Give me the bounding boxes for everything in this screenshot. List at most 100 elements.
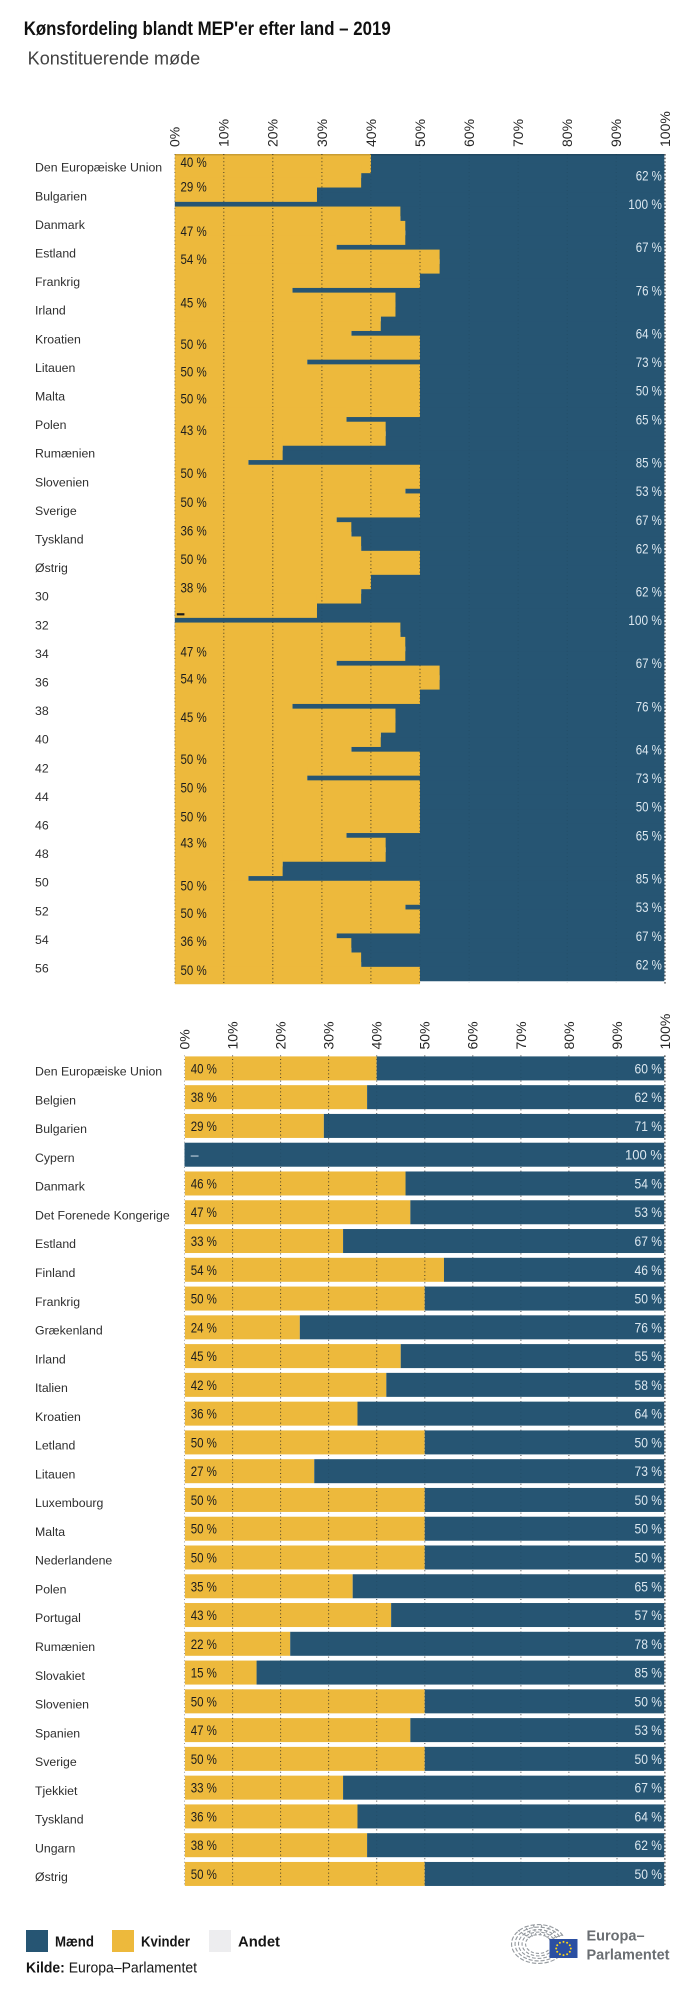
svg-text:30: 30 <box>35 590 49 604</box>
svg-text:60 %: 60 % <box>635 1060 663 1076</box>
svg-text:67 %: 67 % <box>635 1780 663 1796</box>
svg-text:Den Europæiske Union: Den Europæiske Union <box>35 1065 162 1079</box>
svg-text:45 %: 45 % <box>181 295 207 311</box>
svg-text:50 %: 50 % <box>191 1866 217 1882</box>
svg-text:Luxembourg: Luxembourg <box>35 1496 104 1510</box>
svg-text:–: – <box>191 1147 199 1163</box>
svg-text:54 %: 54 % <box>181 671 207 687</box>
svg-text:36 %: 36 % <box>181 933 207 949</box>
svg-text:76 %: 76 % <box>636 698 662 714</box>
svg-text:71 %: 71 % <box>635 1118 663 1134</box>
svg-text:Cypern: Cypern <box>35 1151 75 1165</box>
svg-text:Rumænien: Rumænien <box>35 1640 95 1654</box>
svg-text:46 %: 46 % <box>635 1262 663 1278</box>
svg-text:65 %: 65 % <box>635 1578 663 1594</box>
svg-text:Danmark: Danmark <box>35 1180 86 1194</box>
svg-text:67 %: 67 % <box>636 655 662 671</box>
svg-text:Estland: Estland <box>35 247 76 261</box>
svg-text:Kroatien: Kroatien <box>35 1410 81 1424</box>
svg-text:53 %: 53 % <box>635 1722 663 1738</box>
svg-text:Letland: Letland <box>35 1439 76 1453</box>
svg-text:50 %: 50 % <box>191 1550 217 1566</box>
svg-text:Danmark: Danmark <box>35 218 86 232</box>
svg-text:76 %: 76 % <box>636 282 662 298</box>
svg-text:54 %: 54 % <box>181 251 207 267</box>
svg-text:Rumænien: Rumænien <box>35 447 95 461</box>
svg-text:36 %: 36 % <box>181 523 207 539</box>
svg-text:50 %: 50 % <box>181 878 207 894</box>
svg-text:64 %: 64 % <box>635 1808 663 1824</box>
svg-text:40 %: 40 % <box>191 1060 217 1076</box>
svg-text:Sverige: Sverige <box>35 1755 77 1769</box>
svg-text:44: 44 <box>35 790 49 804</box>
svg-text:67 %: 67 % <box>635 1233 663 1249</box>
svg-text:73 %: 73 % <box>636 770 662 786</box>
svg-text:20%: 20% <box>273 1021 289 1049</box>
svg-text:53 %: 53 % <box>636 483 662 499</box>
svg-text:33 %: 33 % <box>191 1233 217 1249</box>
svg-text:Østrig: Østrig <box>35 561 68 575</box>
svg-text:36: 36 <box>35 676 49 690</box>
svg-text:53 %: 53 % <box>636 899 662 915</box>
svg-text:50: 50 <box>35 876 49 890</box>
svg-text:45 %: 45 % <box>191 1348 217 1364</box>
svg-text:100%: 100% <box>657 111 673 147</box>
svg-text:Slovenien: Slovenien <box>35 1698 89 1712</box>
svg-text:40: 40 <box>35 733 49 747</box>
svg-text:50 %: 50 % <box>181 465 207 481</box>
svg-text:50 %: 50 % <box>635 1291 663 1307</box>
svg-text:62 %: 62 % <box>636 584 662 600</box>
svg-text:Mænd: Mænd <box>55 1934 94 1951</box>
svg-text:60%: 60% <box>461 119 477 147</box>
svg-text:54 %: 54 % <box>191 1262 217 1278</box>
svg-text:Bulgarien: Bulgarien <box>35 1122 87 1136</box>
svg-text:85 %: 85 % <box>636 454 662 470</box>
svg-text:50%: 50% <box>417 1021 433 1049</box>
svg-text:Konstituerende møde: Konstituerende møde <box>28 49 201 69</box>
svg-text:27 %: 27 % <box>191 1463 217 1479</box>
svg-text:100 %: 100 % <box>625 1147 662 1163</box>
svg-text:47 %: 47 % <box>181 223 207 239</box>
svg-text:58 %: 58 % <box>635 1377 663 1393</box>
svg-text:43 %: 43 % <box>181 835 207 851</box>
svg-text:10%: 10% <box>225 1021 241 1049</box>
svg-text:62 %: 62 % <box>635 1837 663 1853</box>
svg-text:50 %: 50 % <box>191 1751 217 1767</box>
svg-text:20%: 20% <box>265 119 281 147</box>
svg-text:Ungarn: Ungarn <box>35 1841 75 1855</box>
svg-text:Kvinder: Kvinder <box>141 1934 190 1951</box>
svg-text:29 %: 29 % <box>181 178 207 194</box>
svg-text:30%: 30% <box>321 1021 337 1049</box>
svg-text:73 %: 73 % <box>635 1463 663 1479</box>
svg-text:Malta: Malta <box>35 1525 65 1539</box>
svg-text:Litauen: Litauen <box>35 361 76 375</box>
svg-text:50 %: 50 % <box>635 1693 663 1709</box>
svg-text:62 %: 62 % <box>636 957 662 973</box>
svg-text:62 %: 62 % <box>636 541 662 557</box>
svg-text:Frankrig: Frankrig <box>35 1295 80 1309</box>
svg-text:Nederlandene: Nederlandene <box>35 1554 112 1568</box>
svg-text:Parlamentet: Parlamentet <box>587 1948 670 1964</box>
svg-text:34: 34 <box>35 647 49 661</box>
svg-text:0%: 0% <box>167 127 183 147</box>
svg-text:Den Europæiske Union: Den Europæiske Union <box>35 161 162 175</box>
svg-text:70%: 70% <box>513 1021 529 1049</box>
svg-text:65 %: 65 % <box>636 827 662 843</box>
svg-text:50%: 50% <box>412 119 428 147</box>
svg-text:54 %: 54 % <box>635 1176 663 1192</box>
svg-text:50 %: 50 % <box>191 1693 217 1709</box>
svg-text:50 %: 50 % <box>635 1550 663 1566</box>
svg-text:36 %: 36 % <box>191 1406 217 1422</box>
svg-text:50 %: 50 % <box>181 363 207 379</box>
svg-text:Litauen: Litauen <box>35 1467 76 1481</box>
svg-text:Malta: Malta <box>35 390 65 404</box>
svg-text:40%: 40% <box>369 1021 385 1049</box>
svg-text:42 %: 42 % <box>191 1377 217 1393</box>
svg-text:50 %: 50 % <box>181 494 207 510</box>
svg-text:48: 48 <box>35 847 49 861</box>
svg-text:29 %: 29 % <box>191 1118 217 1134</box>
svg-text:67 %: 67 % <box>636 512 662 528</box>
svg-text:90%: 90% <box>609 1021 625 1049</box>
svg-text:64 %: 64 % <box>636 741 662 757</box>
svg-text:15 %: 15 % <box>191 1665 217 1681</box>
